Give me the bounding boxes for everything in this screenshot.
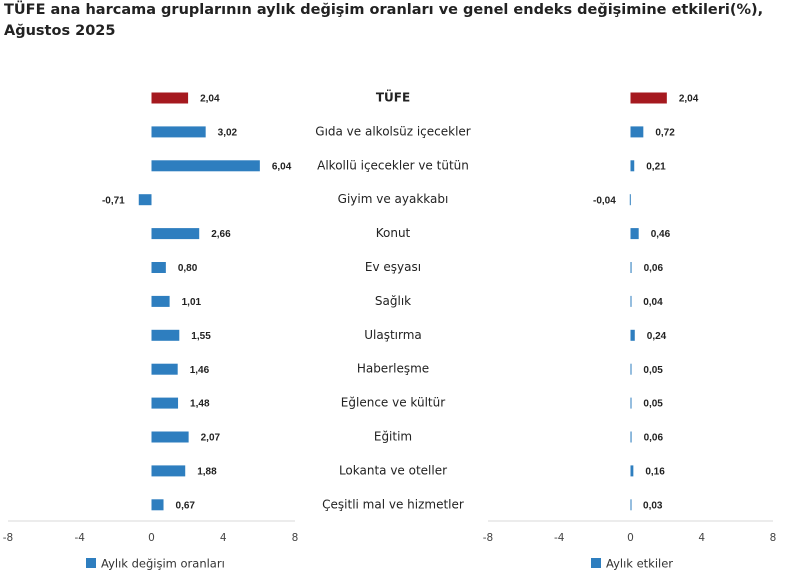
value-label: 6,04 xyxy=(272,161,292,172)
bar xyxy=(630,262,632,273)
value-label: -0,71 xyxy=(102,195,125,206)
value-label: 0,04 xyxy=(643,297,663,308)
bar xyxy=(630,397,632,409)
category-label: Lokanta ve oteller xyxy=(339,463,447,477)
value-label: 0,24 xyxy=(647,331,667,342)
value-label: 0,05 xyxy=(643,399,663,410)
value-label: 0,05 xyxy=(643,365,663,376)
legend-swatch xyxy=(591,558,601,568)
category-label: Sağlık xyxy=(375,294,411,308)
value-label: 2,66 xyxy=(211,229,231,240)
bar xyxy=(151,363,178,375)
bar xyxy=(151,295,170,307)
value-label: 0,03 xyxy=(643,500,663,511)
bar xyxy=(151,228,200,240)
x-tick-label: 0 xyxy=(148,532,155,544)
category-label: Gıda ve alkolsüz içecekler xyxy=(315,124,471,138)
value-label: 0,67 xyxy=(176,500,196,511)
bar xyxy=(151,329,180,341)
category-label: Giyim ve ayakkabı xyxy=(338,192,449,206)
x-tick-label: -4 xyxy=(554,532,565,544)
category-label: TÜFE xyxy=(376,90,410,105)
legend-label: Aylık etkiler xyxy=(606,557,673,571)
value-label: 0,80 xyxy=(178,263,198,274)
value-label: 1,55 xyxy=(191,331,211,342)
x-tick-label: 0 xyxy=(627,532,634,544)
bar xyxy=(630,228,639,240)
bar xyxy=(151,92,189,104)
bar xyxy=(151,160,260,172)
category-label: Haberleşme xyxy=(357,362,429,376)
value-label: 0,46 xyxy=(651,229,671,240)
bar xyxy=(151,431,189,443)
value-label: 0,72 xyxy=(655,128,675,139)
value-label: 3,02 xyxy=(218,128,238,139)
bar xyxy=(151,126,206,138)
value-label: -0,04 xyxy=(593,195,616,206)
legend-swatch xyxy=(86,558,96,568)
x-tick-label: -8 xyxy=(483,532,493,544)
bar xyxy=(138,194,152,206)
category-label: Konut xyxy=(376,226,411,240)
x-tick-label: 8 xyxy=(292,532,299,544)
x-tick-label: -8 xyxy=(3,532,13,544)
bar xyxy=(630,329,635,341)
category-label: Alkollü içecekler ve tütün xyxy=(317,158,469,172)
value-label: 2,04 xyxy=(679,94,699,105)
bar xyxy=(151,262,166,273)
bar xyxy=(151,465,186,477)
category-label: Eğitim xyxy=(374,430,412,444)
x-tick-label: -4 xyxy=(75,532,86,544)
x-tick-label: 8 xyxy=(770,532,777,544)
bar xyxy=(630,295,632,307)
value-label: 1,46 xyxy=(190,365,210,376)
value-label: 1,01 xyxy=(182,297,202,308)
chart-title: TÜFE ana harcama gruplarının aylık değiş… xyxy=(4,2,764,39)
bar xyxy=(629,194,631,206)
category-label: Ulaştırma xyxy=(364,328,422,342)
value-label: 0,06 xyxy=(644,433,664,444)
bar xyxy=(630,160,635,172)
bar xyxy=(630,363,632,375)
value-label: 0,06 xyxy=(644,263,664,274)
bar xyxy=(151,499,164,511)
value-label: 0,21 xyxy=(646,161,666,172)
bar xyxy=(151,397,179,409)
bar xyxy=(630,126,644,138)
x-tick-label: 4 xyxy=(698,532,705,544)
bar xyxy=(630,499,632,511)
value-label: 2,04 xyxy=(200,94,220,105)
value-label: 1,48 xyxy=(190,399,210,410)
bar xyxy=(630,465,634,477)
value-label: 0,16 xyxy=(645,467,665,478)
category-label: Çeşitli mal ve hizmetler xyxy=(322,497,464,511)
legend-label: Aylık değişim oranları xyxy=(101,557,225,571)
bar xyxy=(630,92,667,104)
x-tick-label: 4 xyxy=(220,532,227,544)
category-label: Ev eşyası xyxy=(365,260,421,274)
value-label: 1,88 xyxy=(197,467,217,478)
value-label: 2,07 xyxy=(201,433,221,444)
bar xyxy=(630,431,632,443)
category-label: Eğlence ve kültür xyxy=(341,396,445,410)
